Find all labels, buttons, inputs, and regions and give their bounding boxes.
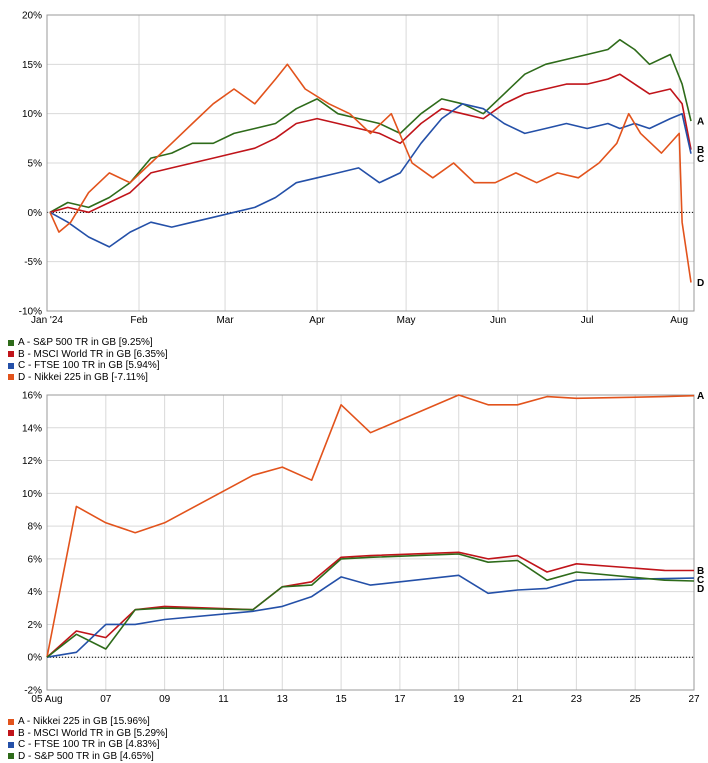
legend-bottom: A - Nikkei 225 in GB [15.96%] B - MSCI Wo… [8,716,168,762]
bottom-x-tick-label: 27 [688,694,700,705]
bottom-y-tick-label: 14% [22,423,42,434]
legend-label: C - FTSE 100 TR in GB [4.83%] [18,739,160,750]
legend-label: A - S&P 500 TR in GB [9.25%] [18,337,153,348]
bottom-legend-item-a: A - Nikkei 225 in GB [15.96%] [8,716,168,728]
bottom-x-tick-label: 23 [571,694,583,705]
legend-label: C - FTSE 100 TR in GB [5.94%] [18,360,160,371]
top-series-line-a [49,38,692,214]
bottom-x-tick-label: 11 [218,694,229,705]
top-end-label-b: B [697,145,704,156]
legend-swatch [8,741,14,748]
bottom-x-tick-label: 17 [394,694,406,705]
legend-label: B - MSCI World TR in GB [6.35%] [18,348,168,360]
legend-label: D - S&P 500 TR in GB [4.65%] [18,750,154,762]
bottom-x-tick-label: 15 [336,694,348,705]
bottom-end-label-b: B [697,566,704,577]
legend-swatch [8,339,14,346]
bottom-x-tick-label: 05 Aug [31,694,62,705]
top-x-tick-label: Feb [130,315,148,326]
top-x-tick-label: Mar [216,315,234,326]
bottom-y-tick-label: 4% [28,587,43,598]
bottom-y-tick-label: 2% [28,620,43,631]
legend-swatch [8,362,14,369]
top-end-label-a: A [697,117,704,128]
top-x-tick-label: Apr [309,315,325,326]
bottom-legend-item-c: C - FTSE 100 TR in GB [4.83%] [8,739,168,751]
bottom-end-label-d: D [697,584,704,595]
legend-label: A - Nikkei 225 in GB [15.96%] [18,716,150,727]
top-end-label-c: C [697,154,704,165]
bottom-series-line-d [46,553,695,658]
bottom-x-tick-label: 19 [453,694,465,705]
bottom-y-tick-label: -2% [24,686,42,697]
top-y-tick-label: 5% [28,159,43,170]
legend-label: D - Nikkei 225 in GB [-7.11%] [18,371,148,383]
bottom-plot-frame [46,394,695,691]
bottom-y-tick-label: 8% [28,522,43,533]
bottom-y-tick-label: 6% [28,554,43,565]
bottom-series-line-c [46,574,695,658]
legend-swatch [8,718,14,725]
chart-top: -10% -5% 0% 5% 10% 15% 20% Jan '24 Feb Mar Apr May J… [19,11,705,327]
top-legend-item-c: C - FTSE 100 TR in GB [5.94%] [8,360,168,372]
top-x-tick-label: Jul [581,315,594,326]
legend-label: B - MSCI World TR in GB [5.29%] [18,727,168,739]
top-series-line-d [49,63,692,283]
bottom-x-tick-label: 07 [100,694,112,705]
bottom-y-tick-label: 10% [22,489,42,500]
bottom-legend-item-b: B - MSCI World TR in GB [5.29%] [8,728,168,740]
top-series-line-b [49,73,692,214]
top-end-label-d: D [697,278,704,289]
bottom-x-tick-label: 13 [277,694,289,705]
bottom-legend-item-d: D - S&P 500 TR in GB [4.65%] [8,751,168,763]
top-y-tick-label: 15% [22,60,42,71]
legend-top: A - S&P 500 TR in GB [9.25%] B - MSCI Wor… [8,337,168,383]
legend-swatch [8,351,14,358]
top-y-tick-label: 20% [22,11,42,22]
legend-swatch [8,374,14,381]
legend-swatch [8,753,14,760]
top-y-tick-label: 10% [22,109,42,120]
top-legend-item-d: D - Nikkei 225 in GB [-7.11%] [8,372,168,384]
bottom-end-label-c: C [697,575,704,586]
bottom-y-tick-label: 12% [22,456,42,467]
legend-swatch [8,730,14,737]
bottom-x-tick-label: 25 [630,694,642,705]
top-x-tick-label: Jan '24 [31,315,63,326]
top-x-tick-label: Aug [670,315,688,326]
top-plot-frame [46,14,695,312]
top-x-tick-label: Jun [490,315,506,326]
bottom-y-tick-label: 0% [28,653,43,664]
top-y-tick-label: -5% [24,257,42,268]
chart-bottom: -2% 0% 2% 4% 6% 8% 10% 12% 14% 16% 05 Aug 07 09 11 13 1… [22,391,704,706]
top-legend-item-a: A - S&P 500 TR in GB [9.25%] [8,337,168,349]
bottom-end-label-a: A [697,391,704,402]
top-legend-item-b: B - MSCI World TR in GB [6.35%] [8,349,168,361]
top-y-tick-label: -10% [19,307,42,318]
top-y-tick-label: 0% [28,208,43,219]
bottom-y-tick-label: 16% [22,391,42,402]
bottom-series-line-b [46,551,695,658]
top-series-line-c [49,103,692,248]
bottom-series-line-a [46,394,695,658]
bottom-x-tick-label: 21 [512,694,524,705]
bottom-x-tick-label: 09 [159,694,171,705]
top-x-tick-label: May [397,315,416,326]
